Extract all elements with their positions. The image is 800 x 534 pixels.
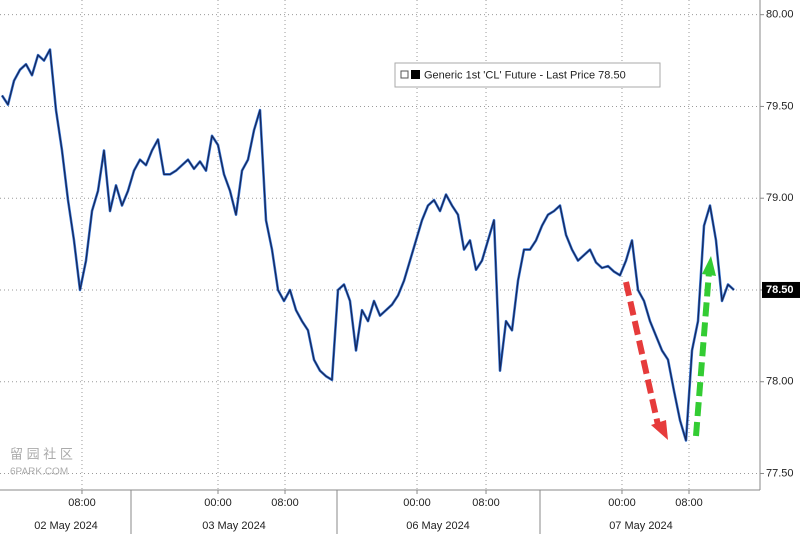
y-tick-label: 77.50 xyxy=(766,467,794,479)
x-tick-label: 08:00 xyxy=(472,497,500,509)
legend-icon xyxy=(400,70,409,79)
legend-last-price: 78.50 xyxy=(598,69,626,81)
last-price-label: 78.50 xyxy=(766,284,794,296)
legend-swatch xyxy=(411,70,420,79)
x-tick-label: 00:00 xyxy=(204,497,232,509)
legend-series-name: Generic 1st 'CL' Future - Last Price xyxy=(424,69,595,81)
y-tick-label: 80.00 xyxy=(766,9,794,21)
x-tick-label: 00:00 xyxy=(608,497,636,509)
x-tick-label: 08:00 xyxy=(271,497,299,509)
watermark: 6PARK.COM xyxy=(10,467,68,478)
legend-label: Generic 1st 'CL' Future - Last Price 78.… xyxy=(424,69,626,81)
y-tick-label: 78.00 xyxy=(766,376,794,388)
watermark: 留 园 社 区 xyxy=(10,446,73,461)
x-tick-label: 08:00 xyxy=(68,497,96,509)
legend-box xyxy=(394,62,661,88)
price-line xyxy=(1,48,735,442)
y-tick-label: 79.00 xyxy=(766,192,794,204)
up-arrowhead xyxy=(702,256,716,276)
x-tick-label: 08:00 xyxy=(675,497,703,509)
down-arrowhead xyxy=(651,420,668,440)
last-price-tag xyxy=(762,281,800,298)
down-arrow xyxy=(623,281,661,426)
x-tick-label: 00:00 xyxy=(403,497,431,509)
date-label: 06 May 2024 xyxy=(406,520,470,532)
legend: Generic 1st 'CL' Future - Last Price 78.… xyxy=(394,62,661,88)
date-label: 07 May 2024 xyxy=(609,520,673,532)
up-arrow xyxy=(693,271,712,437)
annotation-arrows xyxy=(623,256,716,440)
y-tick-label: 79.50 xyxy=(766,100,794,112)
date-label: 03 May 2024 xyxy=(202,520,266,532)
date-label: 02 May 2024 xyxy=(34,520,98,532)
